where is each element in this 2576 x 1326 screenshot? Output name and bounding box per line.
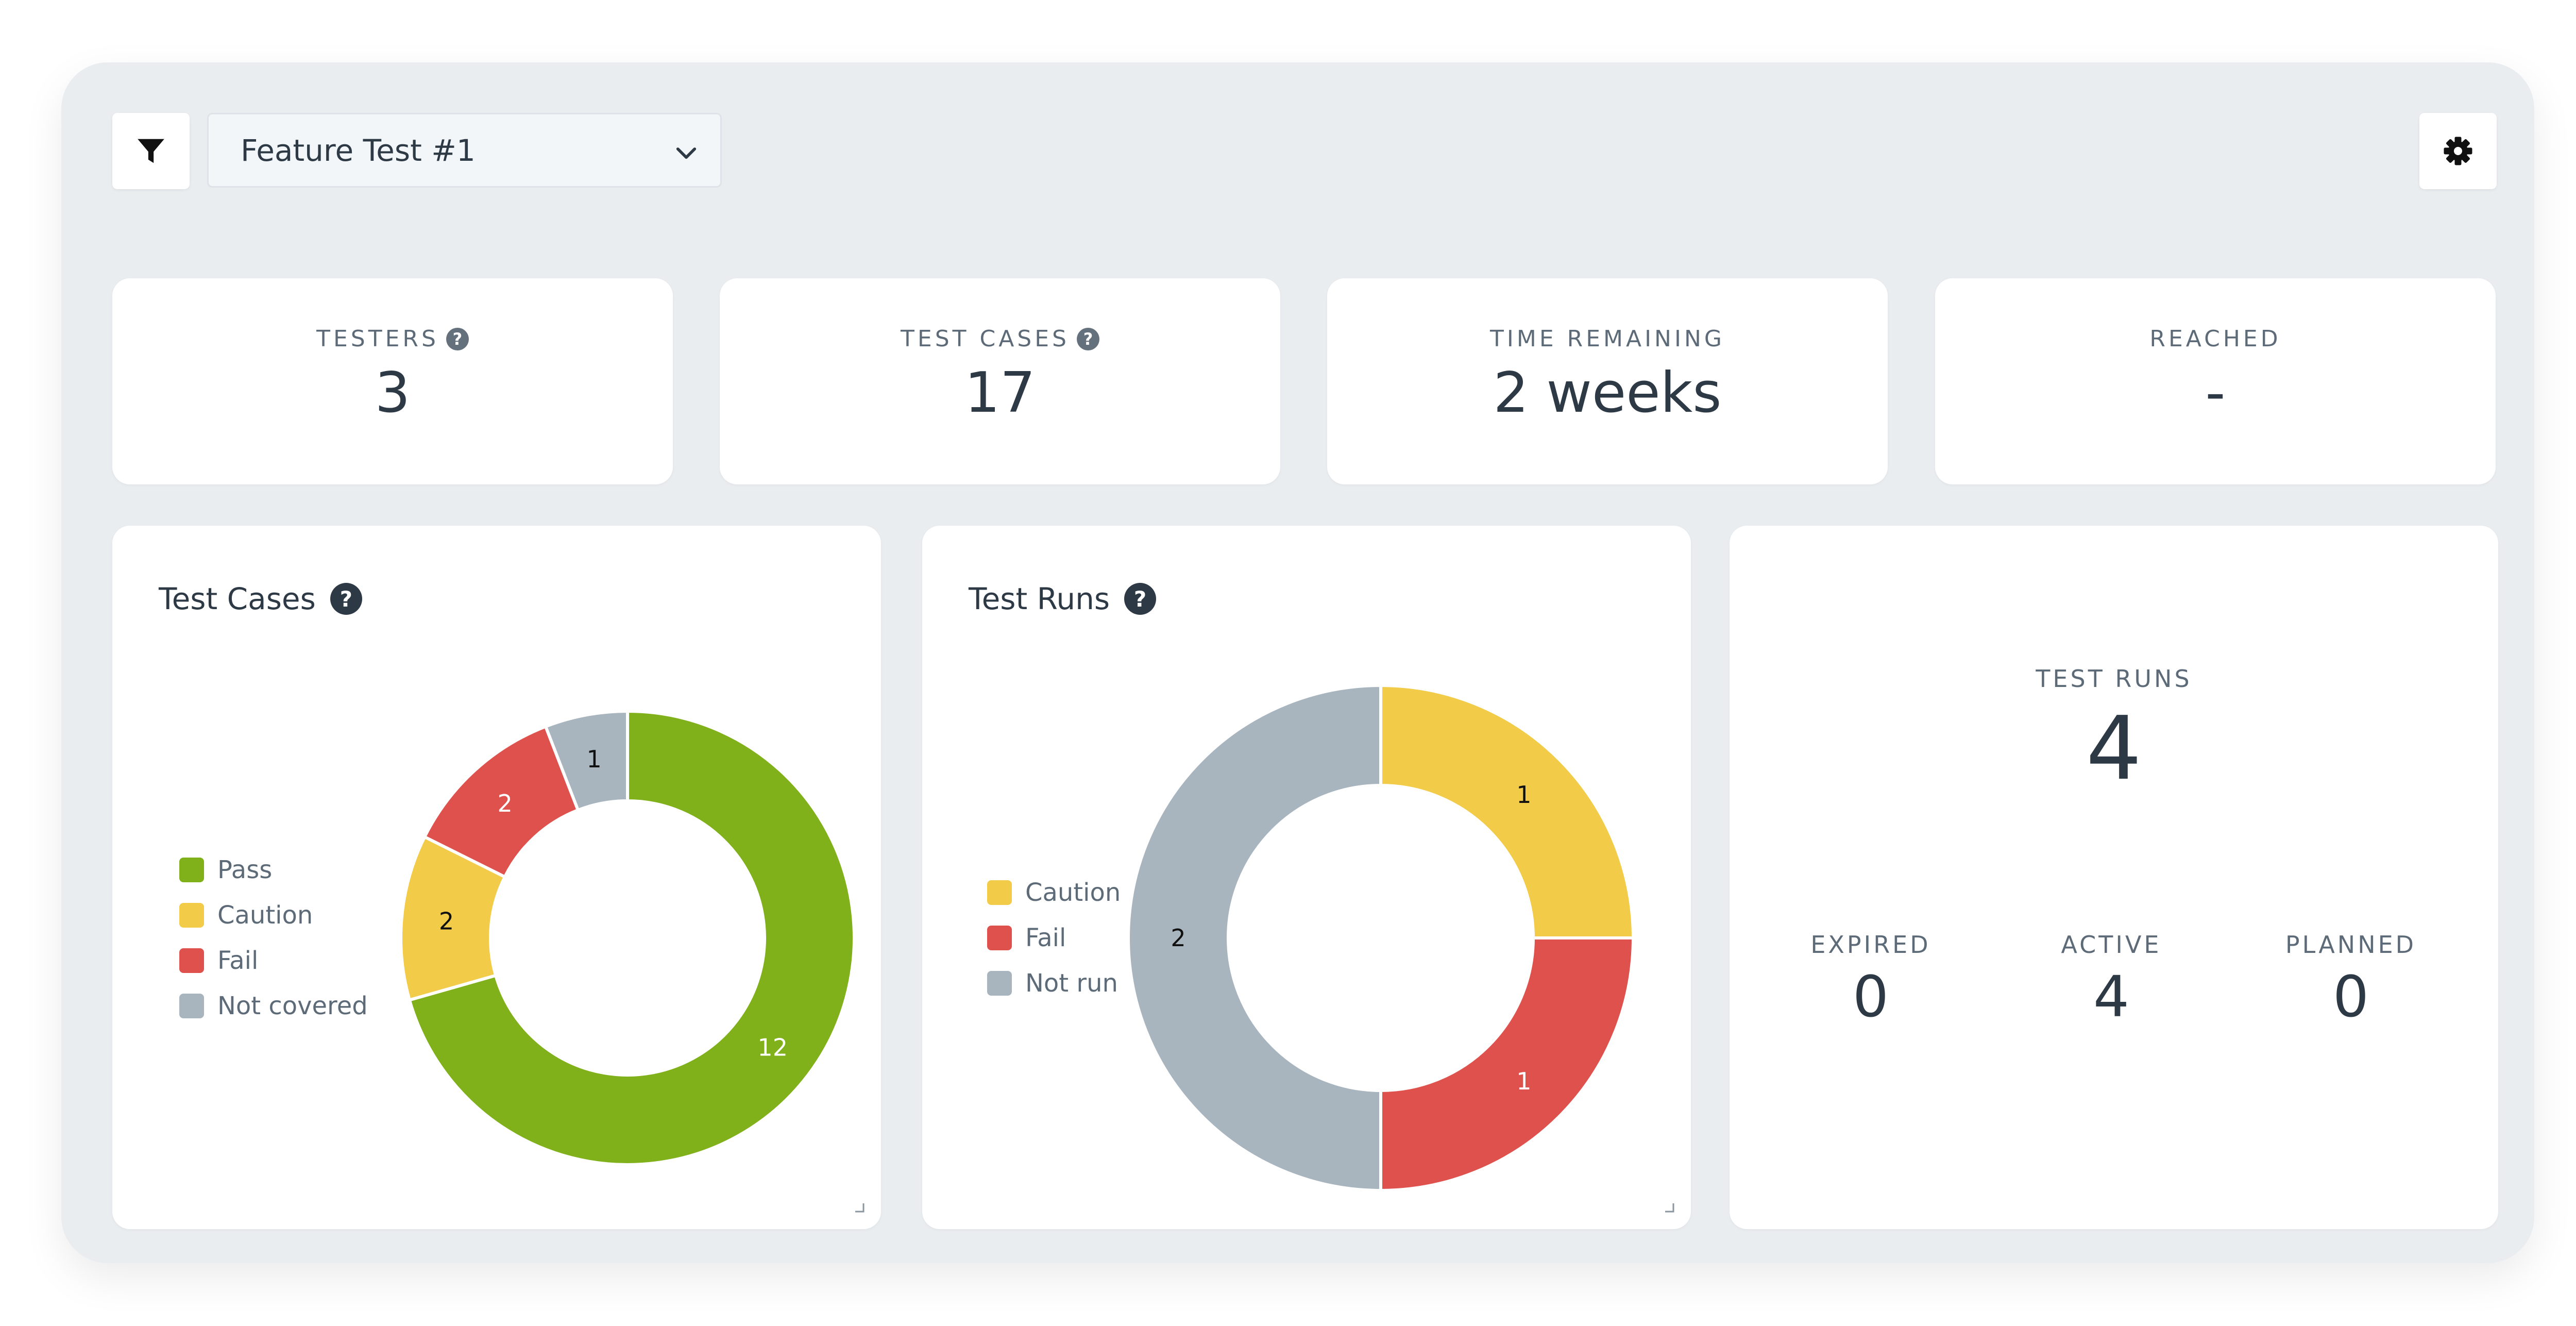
legend-swatch xyxy=(987,926,1012,950)
help-icon[interactable]: ? xyxy=(446,327,469,350)
donut-slice-pass[interactable] xyxy=(408,709,856,1166)
stat-value: - xyxy=(2205,361,2226,425)
stat-value: 17 xyxy=(964,361,1036,425)
test-select[interactable]: Feature Test #1 xyxy=(207,113,722,188)
stat-label: TEST CASES xyxy=(901,326,1070,352)
legend-swatch xyxy=(179,903,204,928)
chart-title: Test Cases xyxy=(159,581,316,616)
planned-value: 0 xyxy=(2333,964,2369,1030)
chart-title: Test Runs xyxy=(969,581,1110,616)
legend-swatch xyxy=(179,994,204,1018)
help-icon[interactable]: ? xyxy=(1124,583,1157,615)
stat-card-reached: REACHED - xyxy=(1935,278,2496,484)
stat-label: REACHED xyxy=(2149,326,2281,352)
legend-swatch xyxy=(987,880,1012,905)
legend-swatch xyxy=(987,971,1012,996)
legend-item-caution[interactable]: Caution xyxy=(179,893,368,938)
legend-swatch xyxy=(179,948,204,973)
legend-label: Not run xyxy=(1025,969,1118,998)
planned-label: PLANNED xyxy=(2285,931,2417,959)
legend-label: Caution xyxy=(1025,878,1121,907)
slice-value-label: 2 xyxy=(498,790,513,817)
donut-slice-fail[interactable] xyxy=(1379,936,1635,1190)
stat-card-testers: TESTERS ? 3 xyxy=(112,278,673,484)
slice-value-label: 1 xyxy=(1516,1067,1531,1095)
slice-value-label: 1 xyxy=(586,745,601,773)
donut-slice-caution[interactable] xyxy=(1379,683,1635,939)
resize-handle-icon[interactable] xyxy=(853,1201,866,1214)
stat-card-time-remaining: TIME REMAINING 2 weeks xyxy=(1327,278,1888,484)
active-value: 4 xyxy=(2093,964,2129,1030)
expired-value: 0 xyxy=(1853,964,1889,1030)
legend-label: Not covered xyxy=(217,992,368,1020)
summary-total: 4 xyxy=(2086,698,2142,800)
filter-button[interactable] xyxy=(112,113,190,189)
test-runs-chart-card: Test Runs ? Caution Fail Not run 1 1 2 xyxy=(922,526,1691,1229)
slice-value-label: 1 xyxy=(1516,781,1531,809)
stat-label: TESTERS xyxy=(316,326,439,352)
legend-item-not-covered[interactable]: Not covered xyxy=(179,983,368,1029)
test-cases-legend: Pass Caution Fail Not covered xyxy=(179,847,368,1029)
legend-label: Caution xyxy=(217,901,313,930)
legend-label: Fail xyxy=(1025,924,1066,952)
active-label: ACTIVE xyxy=(2061,931,2162,959)
slice-value-label: 2 xyxy=(1171,924,1185,952)
test-select-value: Feature Test #1 xyxy=(241,132,476,168)
gear-icon xyxy=(2444,137,2472,165)
stat-card-test-cases: TEST CASES ? 17 xyxy=(720,278,1280,484)
legend-label: Pass xyxy=(217,855,273,884)
help-icon[interactable]: ? xyxy=(1076,327,1099,350)
legend-label: Fail xyxy=(217,946,259,975)
chevron-down-icon xyxy=(676,147,697,159)
test-runs-legend: Caution Fail Not run xyxy=(987,870,1121,1006)
slice-value-label: 2 xyxy=(439,907,454,935)
settings-button[interactable] xyxy=(2419,113,2497,189)
stat-value: 2 weeks xyxy=(1493,361,1722,425)
test-runs-donut-chart: 1 1 2 xyxy=(1127,683,1635,1190)
legend-item-fail[interactable]: Fail xyxy=(179,938,368,983)
test-runs-summary-card: TEST RUNS 4 EXPIRED 0 ACTIVE 4 PLANNED 0 xyxy=(1730,526,2498,1229)
resize-handle-icon[interactable] xyxy=(1663,1201,1675,1214)
legend-swatch xyxy=(179,858,204,882)
donut-slice-not-run[interactable] xyxy=(1127,683,1382,1190)
legend-item-not-run[interactable]: Not run xyxy=(987,961,1121,1006)
donut-slice-not-covered[interactable] xyxy=(544,709,629,812)
test-cases-donut-chart: 12 2 2 1 xyxy=(399,709,856,1166)
filter-icon xyxy=(138,139,164,163)
help-icon[interactable]: ? xyxy=(330,583,362,615)
test-cases-chart-card: Test Cases ? Pass Caution Fail Not cover… xyxy=(112,526,881,1229)
legend-item-pass[interactable]: Pass xyxy=(179,847,368,893)
expired-label: EXPIRED xyxy=(1810,931,1931,959)
stat-label: TIME REMAINING xyxy=(1490,326,1725,352)
legend-item-caution[interactable]: Caution xyxy=(987,870,1121,915)
summary-title: TEST RUNS xyxy=(2036,665,2192,693)
stat-value: 3 xyxy=(375,361,411,425)
slice-value-label: 12 xyxy=(757,1034,788,1062)
legend-item-fail[interactable]: Fail xyxy=(987,915,1121,961)
